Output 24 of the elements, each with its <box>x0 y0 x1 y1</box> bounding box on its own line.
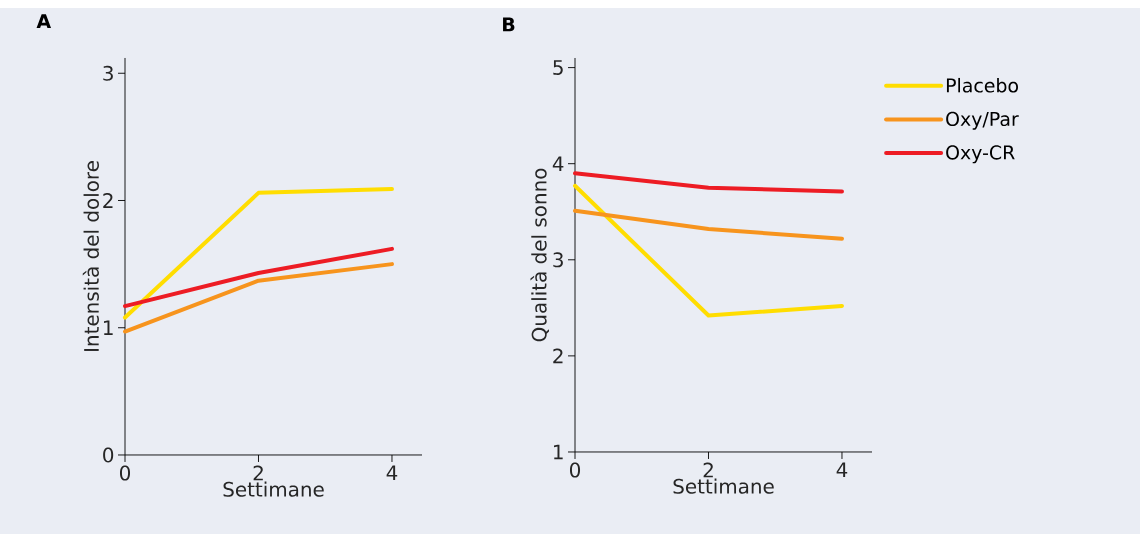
y-tick-label: 3 <box>553 252 563 268</box>
y-tick-label: 4 <box>552 156 564 171</box>
x-tick-label: 0 <box>119 465 131 481</box>
x-tick-label: 2 <box>253 465 263 481</box>
x-tick-label: 4 <box>836 462 848 478</box>
x-tick-label: 2 <box>703 462 713 478</box>
x-tick-label: 4 <box>386 465 398 481</box>
legend-label: Oxy-CR <box>946 145 1015 164</box>
y-tick-label: 2 <box>553 348 563 364</box>
x-axis-title: Settimane <box>673 478 774 494</box>
y-axis-title: Intensità del dolore <box>82 161 99 351</box>
y-tick-label: 2 <box>103 193 113 208</box>
legend-label: Oxy/Par <box>946 111 1019 130</box>
y-tick-label: 1 <box>104 320 113 335</box>
x-axis-title: Settimane <box>223 481 324 497</box>
y-axis-title: Qualità del sonno <box>530 168 549 342</box>
y-tick-label: 3 <box>103 65 113 81</box>
y-tick-label: 1 <box>554 444 563 460</box>
x-tick-label: 0 <box>569 462 581 478</box>
chart-title: B <box>503 17 515 32</box>
chart-title: A <box>36 14 52 28</box>
y-tick-label: 5 <box>553 60 563 75</box>
y-tick-label: 0 <box>103 447 114 463</box>
legend-label: Placebo <box>946 77 1018 93</box>
